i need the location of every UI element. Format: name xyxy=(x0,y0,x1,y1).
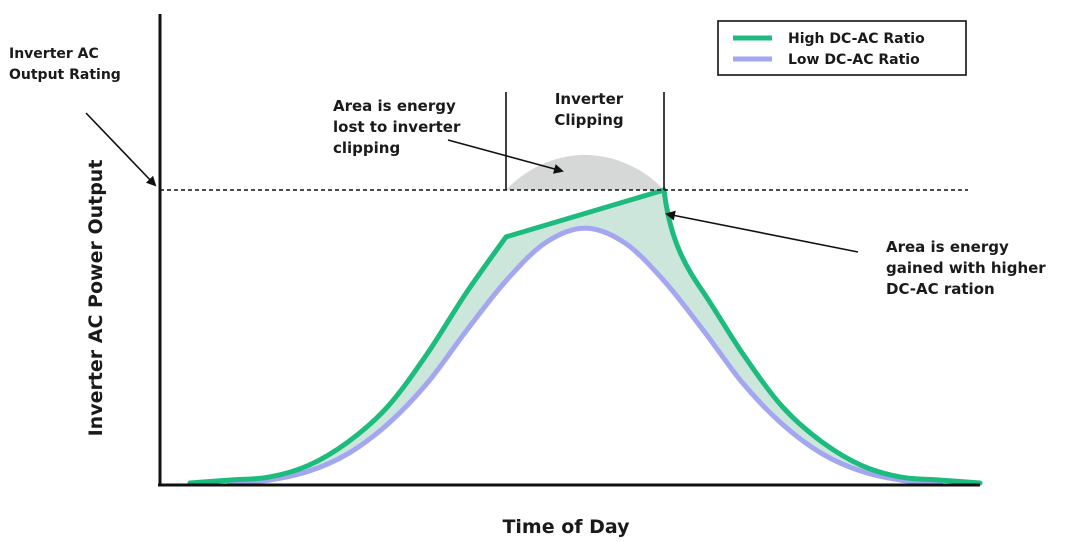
x-axis-title: Time of Day xyxy=(502,516,630,538)
gained-area-arrow xyxy=(665,210,859,253)
lost-area-arrow xyxy=(447,139,564,174)
legend-label-low: Low DC-AC Ratio xyxy=(788,52,920,68)
legend-label-high: High DC-AC Ratio xyxy=(788,31,925,47)
legend-box xyxy=(717,20,967,76)
energy-gained-area xyxy=(190,190,980,483)
output-rating-label: Inverter AC Output Rating xyxy=(9,46,121,83)
low-dc-ac-ratio-line xyxy=(227,225,943,486)
high-dc-ac-ratio-line xyxy=(187,187,983,486)
energy-gained-label: Area is energy gained with higher DC-AC ra… xyxy=(886,238,1046,298)
legend: High DC-AC Ratio Low DC-AC Ratio xyxy=(717,20,967,76)
inverter-clipping-label: Inverter Clipping xyxy=(554,90,623,129)
rating-arrow xyxy=(85,112,157,187)
energy-lost-label: Area is energy lost to inverter clipping xyxy=(333,97,461,157)
energy-lost-area xyxy=(506,154,664,190)
y-axis-title: Inverter AC Power Output xyxy=(85,160,107,437)
